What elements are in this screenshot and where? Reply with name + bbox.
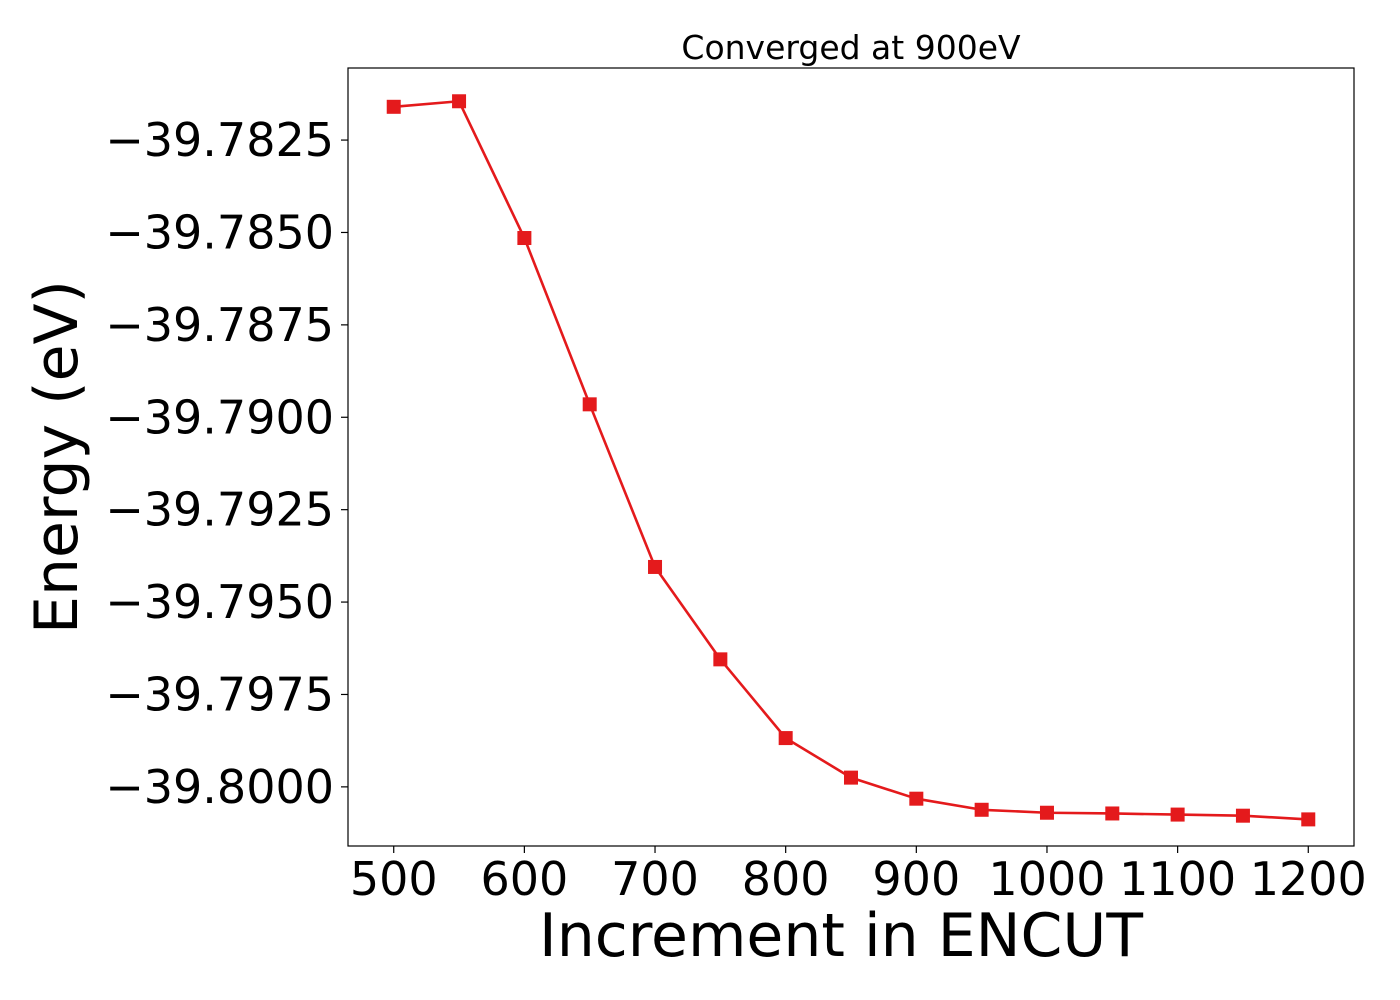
x-tick-label: 1000 <box>988 852 1105 906</box>
x-tick-label: 800 <box>742 852 830 906</box>
y-axis-label: Energy (eV) <box>22 280 92 634</box>
data-point <box>1170 807 1185 822</box>
data-point <box>974 802 989 817</box>
y-axis-ticks: −39.7825 −39.7850 −39.7875 −39.7900 −39.7925… <box>105 113 348 814</box>
x-tick-label: 700 <box>611 852 699 906</box>
y-tick-label: −39.7975 <box>105 667 334 721</box>
y-tick-label: −39.7850 <box>105 205 334 259</box>
data-point <box>713 652 728 667</box>
y-tick-label: −39.8000 <box>105 760 334 814</box>
y-tick-label: −39.7825 <box>105 113 334 167</box>
x-axis-label: Increment in ENCUT <box>539 901 1143 971</box>
plot-frame <box>347 67 1355 847</box>
data-point <box>517 231 532 246</box>
chart-title: Converged at 900eV <box>681 28 1021 67</box>
data-point <box>452 94 467 109</box>
data-point <box>582 397 597 412</box>
data-point <box>1301 812 1316 827</box>
y-tick-label: −39.7900 <box>105 390 334 444</box>
data-point <box>648 559 663 574</box>
data-point <box>1235 808 1250 823</box>
x-tick-label: 1100 <box>1119 852 1236 906</box>
data-point <box>909 791 924 806</box>
y-tick-label: −39.7950 <box>105 575 334 629</box>
data-point <box>1105 806 1120 821</box>
series-group <box>386 94 1316 827</box>
x-tick-label: 500 <box>350 852 438 906</box>
x-tick-label: 900 <box>872 852 960 906</box>
y-tick-label: −39.7875 <box>105 298 334 352</box>
x-axis-ticks: 500 600 700 800 900 1000 1100 1200 <box>350 846 1367 906</box>
data-point <box>844 770 858 785</box>
data-point <box>386 99 401 114</box>
data-point <box>1039 805 1054 820</box>
data-point <box>778 731 793 746</box>
x-tick-label: 1200 <box>1250 852 1367 906</box>
x-tick-label: 600 <box>480 852 568 906</box>
y-tick-label: −39.7925 <box>105 483 334 537</box>
